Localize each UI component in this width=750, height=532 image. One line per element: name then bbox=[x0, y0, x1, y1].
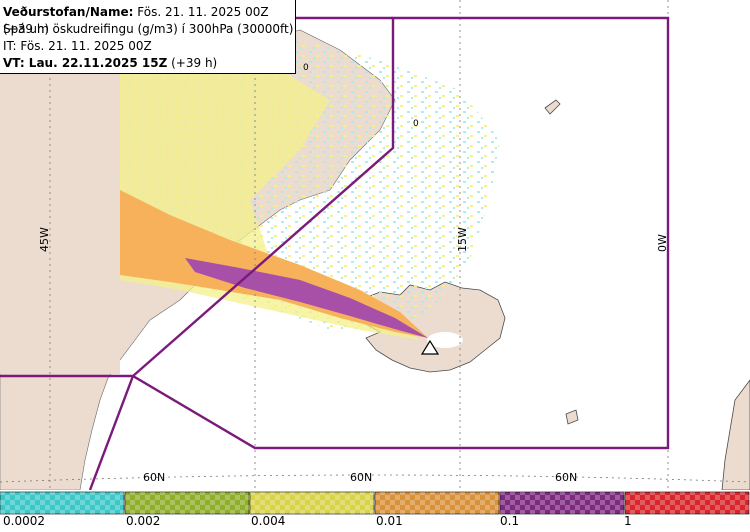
legend-label-4: 0.01 bbox=[376, 514, 403, 528]
legend-label-3: 0.004 bbox=[251, 514, 286, 528]
lon-label-15w: 15W bbox=[456, 227, 469, 252]
volcano-triangle-icon bbox=[420, 339, 440, 355]
fir-boundary bbox=[0, 16, 670, 490]
contour-label-2: 0 bbox=[413, 119, 419, 129]
faroe-islands bbox=[565, 409, 579, 425]
lon-label-45w: 45W bbox=[38, 227, 51, 252]
lon-label-0w: 0W bbox=[656, 234, 669, 252]
contour-label-1: 0 bbox=[303, 63, 309, 73]
lat-label-3: 60N bbox=[555, 471, 577, 484]
header-line-2: Spá um öskudreifingu (g/m3) í 300hPa (30… bbox=[3, 22, 294, 36]
jan-mayen bbox=[544, 99, 561, 115]
forecast-info-box: Veðurstofan/Name: Fös. 21. 11. 2025 00Z … bbox=[0, 0, 296, 74]
concentration-legend bbox=[0, 491, 750, 515]
ash-dispersion-map: 45W 15W 0W 60N 60N 60N 0 0 bbox=[0, 0, 750, 490]
legend-label-2: 0.002 bbox=[126, 514, 161, 528]
norway-coast bbox=[721, 379, 750, 490]
greenland-west bbox=[0, 74, 120, 374]
header-line-4: VT: Lau. 22.11.2025 15Z (+39 h) bbox=[3, 56, 218, 70]
header-line-1: Veðurstofan/Name: Fös. 21. 11. 2025 00Z … bbox=[3, 5, 269, 36]
lat-label-1: 60N bbox=[143, 471, 165, 484]
glacier bbox=[427, 332, 463, 348]
legend-label-5: 0.1 bbox=[500, 514, 520, 528]
legend-label-1: 0.0002 bbox=[3, 514, 45, 528]
lat-label-2: 60N bbox=[350, 471, 372, 484]
header-line-3: IT: Fös. 21. 11. 2025 00Z bbox=[3, 39, 152, 53]
legend-label-6: 1 bbox=[624, 514, 632, 528]
